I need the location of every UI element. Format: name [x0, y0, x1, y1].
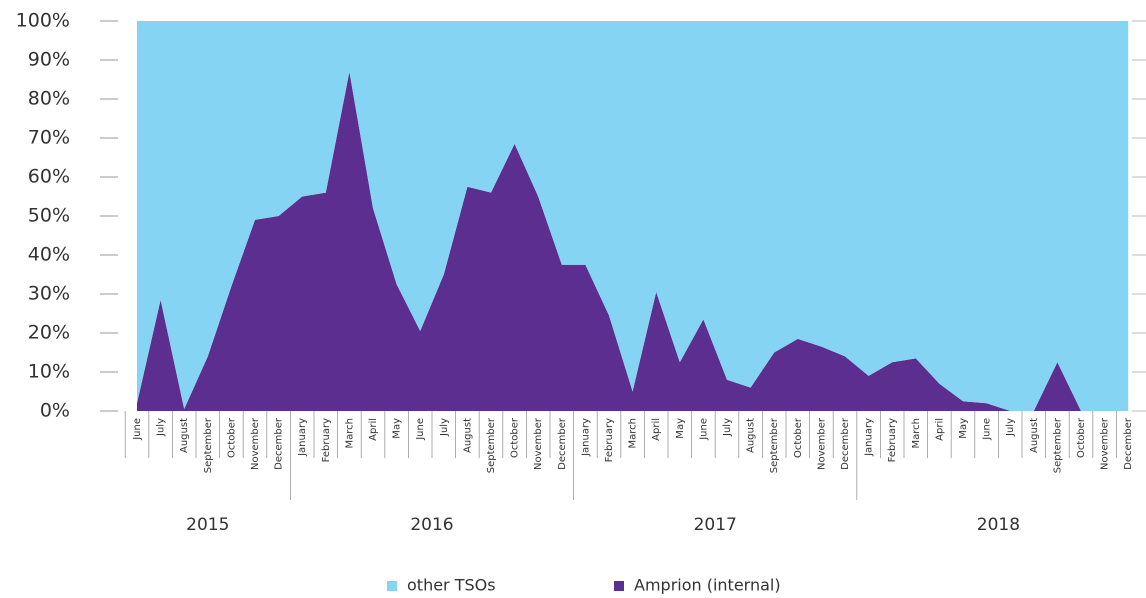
x-tick-label: December [840, 417, 851, 470]
area [137, 21, 1129, 411]
x-tick-label: July [722, 418, 733, 437]
area [137, 71, 1129, 411]
x-tick-label: June [132, 418, 143, 441]
x-tick-label: August [179, 418, 190, 453]
x-tick-label: October [510, 417, 521, 458]
x-tick-label: May [958, 418, 969, 439]
x-tick-label: September [203, 417, 214, 473]
legend-label: other TSOs [407, 576, 496, 595]
x-tick-label: November [1100, 417, 1111, 470]
y-tick-label: 20% [28, 322, 70, 344]
x-tick-label: February [887, 418, 898, 462]
y-tick-label: 40% [28, 244, 70, 266]
x-tick-label: March [628, 418, 639, 448]
legend-swatch [387, 581, 397, 591]
year-label: 2017 [694, 515, 737, 535]
x-tick-label: June [698, 418, 709, 441]
x-tick-label: March [911, 418, 922, 448]
year-label: 2018 [977, 515, 1020, 535]
x-tick-label: September [769, 417, 780, 473]
x-tick-label: August [1029, 418, 1040, 453]
legend-swatch [614, 581, 624, 591]
x-tick-label: June [415, 418, 426, 441]
y-tick-label: 0% [40, 400, 70, 422]
x-tick-label: October [226, 417, 237, 458]
x-tick-label: April [368, 418, 379, 441]
x-tick-label: March [344, 418, 355, 448]
x-tick-label: September [486, 417, 497, 473]
x-tick-label: January [864, 418, 875, 457]
x-tick-label: December [274, 417, 285, 470]
x-tick-label: November [533, 417, 544, 470]
x-tick-label: November [250, 417, 261, 470]
x-tick-label: July [156, 418, 167, 437]
y-tick-label: 10% [28, 361, 70, 383]
x-tick-label: December [557, 417, 568, 470]
legend-label: Amprion (internal) [634, 576, 781, 595]
y-tick-label: 80% [28, 88, 70, 110]
year-label: 2015 [186, 515, 229, 535]
x-tick-label: August [746, 418, 757, 453]
x-tick-label: February [604, 418, 615, 462]
x-tick-label: July [439, 418, 450, 437]
x-tick-label: February [321, 418, 332, 462]
x-tick-label: January [580, 418, 591, 457]
y-tick-label: 60% [28, 166, 70, 188]
x-tick-label: April [651, 418, 662, 441]
x-tick-label: July [1005, 418, 1016, 437]
x-tick-label: April [934, 418, 945, 441]
year-label: 2016 [410, 515, 453, 535]
x-tick-label: October [1076, 417, 1087, 458]
x-tick-label: October [793, 417, 804, 458]
x-tick-label: August [462, 418, 473, 453]
y-tick-label: 70% [28, 127, 70, 149]
y-tick-label: 30% [28, 283, 70, 305]
x-tick-label: January [297, 418, 308, 457]
x-tick-label: June [982, 418, 993, 441]
x-tick-label: December [1123, 417, 1134, 470]
x-tick-label: May [675, 418, 686, 439]
y-tick-label: 100% [16, 10, 70, 32]
y-tick-label: 90% [28, 49, 70, 71]
x-tick-label: September [1052, 417, 1063, 473]
x-tick-label: May [392, 418, 403, 439]
x-tick-label: November [816, 417, 827, 470]
y-tick-label: 50% [28, 205, 70, 227]
